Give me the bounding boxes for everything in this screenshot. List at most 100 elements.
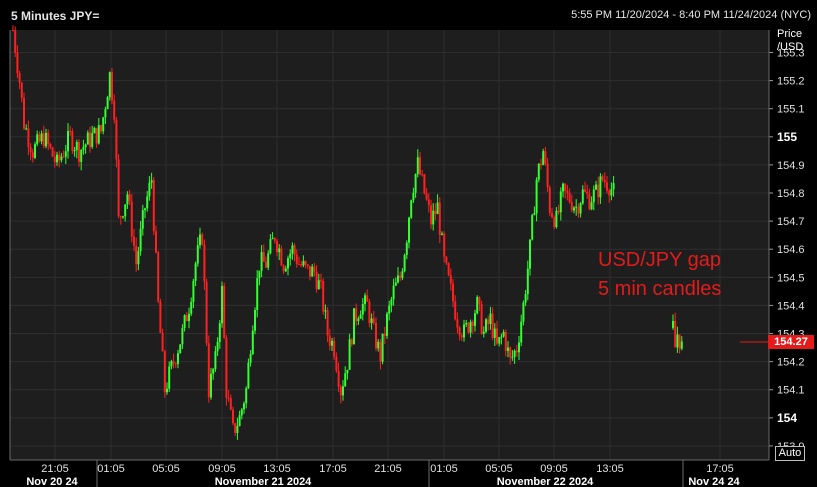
candle-body: [36, 134, 39, 145]
y-tick-label: 154: [777, 411, 797, 425]
candle-body: [456, 319, 459, 328]
candle-body: [588, 193, 591, 210]
candle-body: [557, 210, 560, 213]
candle-body: [27, 128, 30, 147]
candle-body: [282, 265, 285, 272]
candle-body: [71, 131, 74, 152]
candle-body: [97, 125, 100, 144]
candle-body: [232, 409, 234, 424]
plot-background: [10, 30, 769, 460]
candle-body: [566, 190, 569, 193]
candle-body: [399, 275, 402, 279]
annotation-text: USD/JPY gap 5 min candles: [598, 246, 721, 304]
candle-body: [152, 180, 155, 232]
candle-body: [12, 30, 14, 31]
candle-body: [58, 154, 61, 161]
candle-body: [405, 242, 408, 256]
candle-body: [80, 149, 83, 162]
candle-body: [559, 191, 562, 213]
candle-body: [504, 331, 507, 351]
candle-body: [678, 334, 681, 349]
candle-body: [355, 308, 358, 321]
candle-body: [412, 192, 415, 201]
candle-body: [84, 144, 87, 148]
candle-body: [315, 271, 318, 290]
auto-scale-button[interactable]: Auto: [775, 446, 805, 461]
candle-body: [333, 340, 336, 357]
candle-body: [427, 199, 430, 206]
last-price-badge: 154.27: [768, 335, 814, 349]
candle-body: [265, 261, 267, 268]
candle-body: [394, 282, 397, 286]
candle-body: [441, 233, 443, 235]
candle-body: [364, 295, 366, 304]
candle-body: [518, 342, 520, 353]
candle-body: [207, 343, 210, 398]
price-label-line1: Price: [777, 28, 803, 40]
candle-body: [201, 234, 204, 245]
candle-body: [260, 252, 263, 271]
candle-body: [249, 354, 252, 363]
candle-body: [168, 366, 171, 389]
x-tick-label: 13:05: [596, 463, 624, 475]
candle-body: [185, 315, 188, 322]
candle-body: [537, 163, 540, 180]
candle-body: [128, 194, 131, 202]
candle-body: [280, 248, 283, 266]
candle-body: [313, 266, 316, 272]
candle-body: [502, 331, 505, 337]
candle-body: [595, 184, 597, 190]
candle-body: [14, 30, 17, 53]
x-tick-label: 17:05: [706, 463, 734, 475]
candle-body: [122, 216, 124, 218]
x-tick-label: 05:05: [152, 463, 180, 475]
candle-body: [225, 338, 228, 398]
candle-body: [410, 200, 413, 218]
candle-body: [350, 339, 353, 345]
candle-body: [335, 356, 338, 371]
candle-body: [181, 328, 184, 345]
candle-body: [78, 142, 80, 162]
candle-body: [522, 302, 525, 322]
candle-body: [482, 331, 485, 334]
candle-body: [124, 204, 127, 217]
candle-body: [353, 308, 355, 345]
price-label-line2: /USD: [777, 41, 804, 53]
candle-body: [366, 295, 369, 302]
candle-body: [498, 337, 501, 344]
candle-body: [238, 415, 241, 426]
candle-body: [161, 332, 164, 352]
candle-body: [377, 341, 380, 349]
y-tick-label: 155.3: [777, 47, 805, 59]
candle-body: [320, 280, 322, 282]
candle-body: [425, 193, 428, 200]
candle-body: [674, 321, 677, 348]
x-tick-label: 21:05: [374, 463, 402, 475]
candle-body: [251, 330, 254, 355]
candle-body: [289, 253, 292, 259]
candle-body: [139, 228, 142, 252]
candle-body: [150, 180, 153, 183]
candle-body: [29, 146, 32, 153]
candle-body: [469, 321, 472, 333]
candle-body: [300, 264, 303, 266]
candle-body: [465, 322, 468, 325]
candle-body: [447, 263, 450, 276]
candle-body: [163, 351, 166, 393]
candle-body: [672, 321, 674, 328]
candle-body: [293, 245, 296, 255]
candle-body: [416, 157, 419, 175]
candle-body: [471, 321, 474, 326]
candle-body: [243, 403, 245, 410]
candle-body: [179, 344, 182, 354]
candle-body: [214, 351, 217, 370]
candle-body: [324, 310, 327, 312]
candle-body: [144, 208, 146, 211]
candle-body: [67, 130, 69, 152]
y-tick-label: 154.7: [777, 216, 805, 228]
x-tick-label: 01:05: [97, 463, 125, 475]
candle-body: [397, 275, 399, 283]
candle-body: [135, 245, 138, 265]
candle-body: [392, 285, 395, 300]
